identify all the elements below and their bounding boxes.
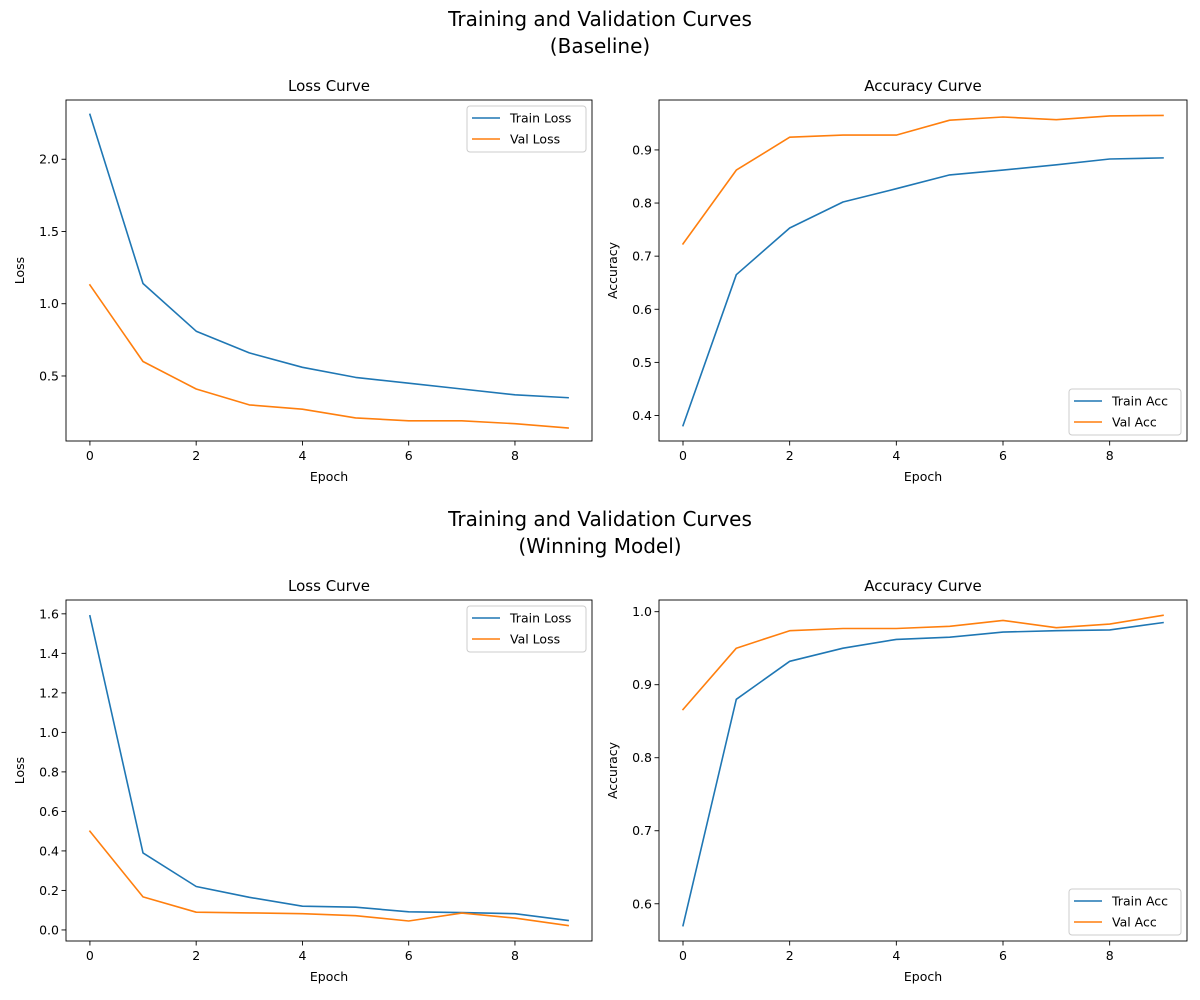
chart-2-y-tick-label: 1.0 [39,725,59,740]
chart-1-title: Accuracy Curve [864,77,982,95]
chart-1-x-tick-label: 6 [999,448,1007,463]
chart-3-legend-label-train-acc: Train Acc [1111,894,1168,909]
chart-2-series-train-loss [88,614,569,922]
suptitle-line1: Training and Validation Curves [448,7,752,31]
chart-0-series-val-loss [88,283,569,429]
chart-1-x-tick-label: 0 [679,448,687,463]
winning-suptitle: Training and Validation Curves (Winning … [0,506,1200,560]
chart-2-x-axis-label: Epoch [310,969,348,984]
chart-0-legend-label-train-loss: Train Loss [509,111,571,126]
chart-1-y-axis-label: Accuracy [605,241,620,299]
chart-0-x-axis-label: Epoch [310,469,348,484]
chart-2-y-tick-label: 0.2 [39,883,59,898]
chart-1-y-tick-label: 0.7 [632,249,652,264]
chart-0-x-tick-label: 2 [192,448,200,463]
chart-1-y-tick-label: 0.8 [632,196,652,211]
chart-3-x-tick-label: 0 [679,948,687,963]
chart-1-y-tick-label: 0.5 [632,355,652,370]
chart-1-x-tick-label: 8 [1106,448,1114,463]
chart-0-x-tick-label: 0 [86,448,94,463]
chart-3-y-axis-label: Accuracy [605,741,620,799]
chart-2-y-tick-label: 0.4 [39,843,59,858]
chart-2-y-tick-label: 1.2 [39,685,59,700]
chart-0-y-axis-label: Loss [12,257,27,284]
chart-0-series-train-loss [88,113,569,399]
chart-2-y-tick-label: 0.6 [39,804,59,819]
chart-1-x-tick-label: 4 [892,448,900,463]
chart-2-y-tick-label: 0.8 [39,764,59,779]
chart-3-y-tick-label: 1.0 [632,604,652,619]
chart-2-axes-frame [65,599,593,942]
chart-0-title: Loss Curve [288,77,370,95]
chart-3-x-tick-label: 4 [892,948,900,963]
chart-1-series-val-acc [681,114,1164,246]
baseline-suptitle: Training and Validation Curves (Baseline… [0,6,1200,60]
chart-2-y-axis-label: Loss [12,757,27,784]
chart-1-y-tick-label: 0.4 [632,408,652,423]
chart-1-x-axis-label: Epoch [904,469,942,484]
chart-1-legend-label-train-acc: Train Acc [1111,394,1168,409]
chart-3-axes-frame [658,599,1188,942]
chart-0-axes-frame [65,99,593,442]
suptitle-line2: (Winning Model) [518,534,682,558]
chart-2-y-tick-label: 1.6 [39,606,59,621]
chart-3-title: Accuracy Curve [864,577,982,595]
chart-3-x-axis-label: Epoch [904,969,942,984]
chart-2-legend-label-val-loss: Val Loss [510,632,560,647]
chart-1-y-tick-label: 0.6 [632,302,652,317]
chart-2-y-tick-label: 1.4 [39,646,59,661]
suptitle-line1: Training and Validation Curves [448,507,752,531]
chart-2-series-val-loss [88,830,570,927]
chart-3-y-tick-label: 0.9 [632,677,652,692]
chart-2-y-tick-label: 0.0 [39,922,59,937]
chart-3-x-tick-label: 8 [1106,948,1114,963]
chart-3-x-tick-label: 6 [999,948,1007,963]
chart-3-y-tick-label: 0.7 [632,823,652,838]
chart-0-y-tick-label: 1.0 [39,296,59,311]
chart-0-x-tick-label: 4 [298,448,306,463]
chart-3-y-tick-label: 0.8 [632,750,652,765]
chart-2-x-tick-label: 2 [192,948,200,963]
chart-3-legend-label-val-acc: Val Acc [1112,915,1157,930]
chart-0-y-tick-label: 2.0 [39,152,59,167]
chart-1-legend-label-val-acc: Val Acc [1112,415,1157,430]
chart-3-y-tick-label: 0.6 [632,896,652,911]
chart-0-y-tick-label: 1.5 [39,224,59,239]
chart-2-legend-label-train-loss: Train Loss [509,611,571,626]
chart-2-x-tick-label: 0 [86,948,94,963]
chart-2-title: Loss Curve [288,577,370,595]
chart-2-x-tick-label: 8 [511,948,519,963]
chart-3-series-val-acc [681,614,1164,711]
chart-0-x-tick-label: 6 [405,448,413,463]
chart-0-y-tick-label: 0.5 [39,368,59,383]
chart-0-legend-label-val-loss: Val Loss [510,132,560,147]
suptitle-line2: (Baseline) [549,34,651,58]
chart-3-x-tick-label: 2 [786,948,794,963]
chart-1-y-tick-label: 0.9 [632,142,652,157]
chart-2-x-tick-label: 4 [298,948,306,963]
chart-2-x-tick-label: 6 [405,948,413,963]
chart-1-axes-frame [658,99,1188,442]
chart-1-x-tick-label: 2 [786,448,794,463]
chart-1-series-train-acc [681,157,1164,427]
chart-3-series-train-acc [682,621,1164,927]
chart-0-x-tick-label: 8 [511,448,519,463]
